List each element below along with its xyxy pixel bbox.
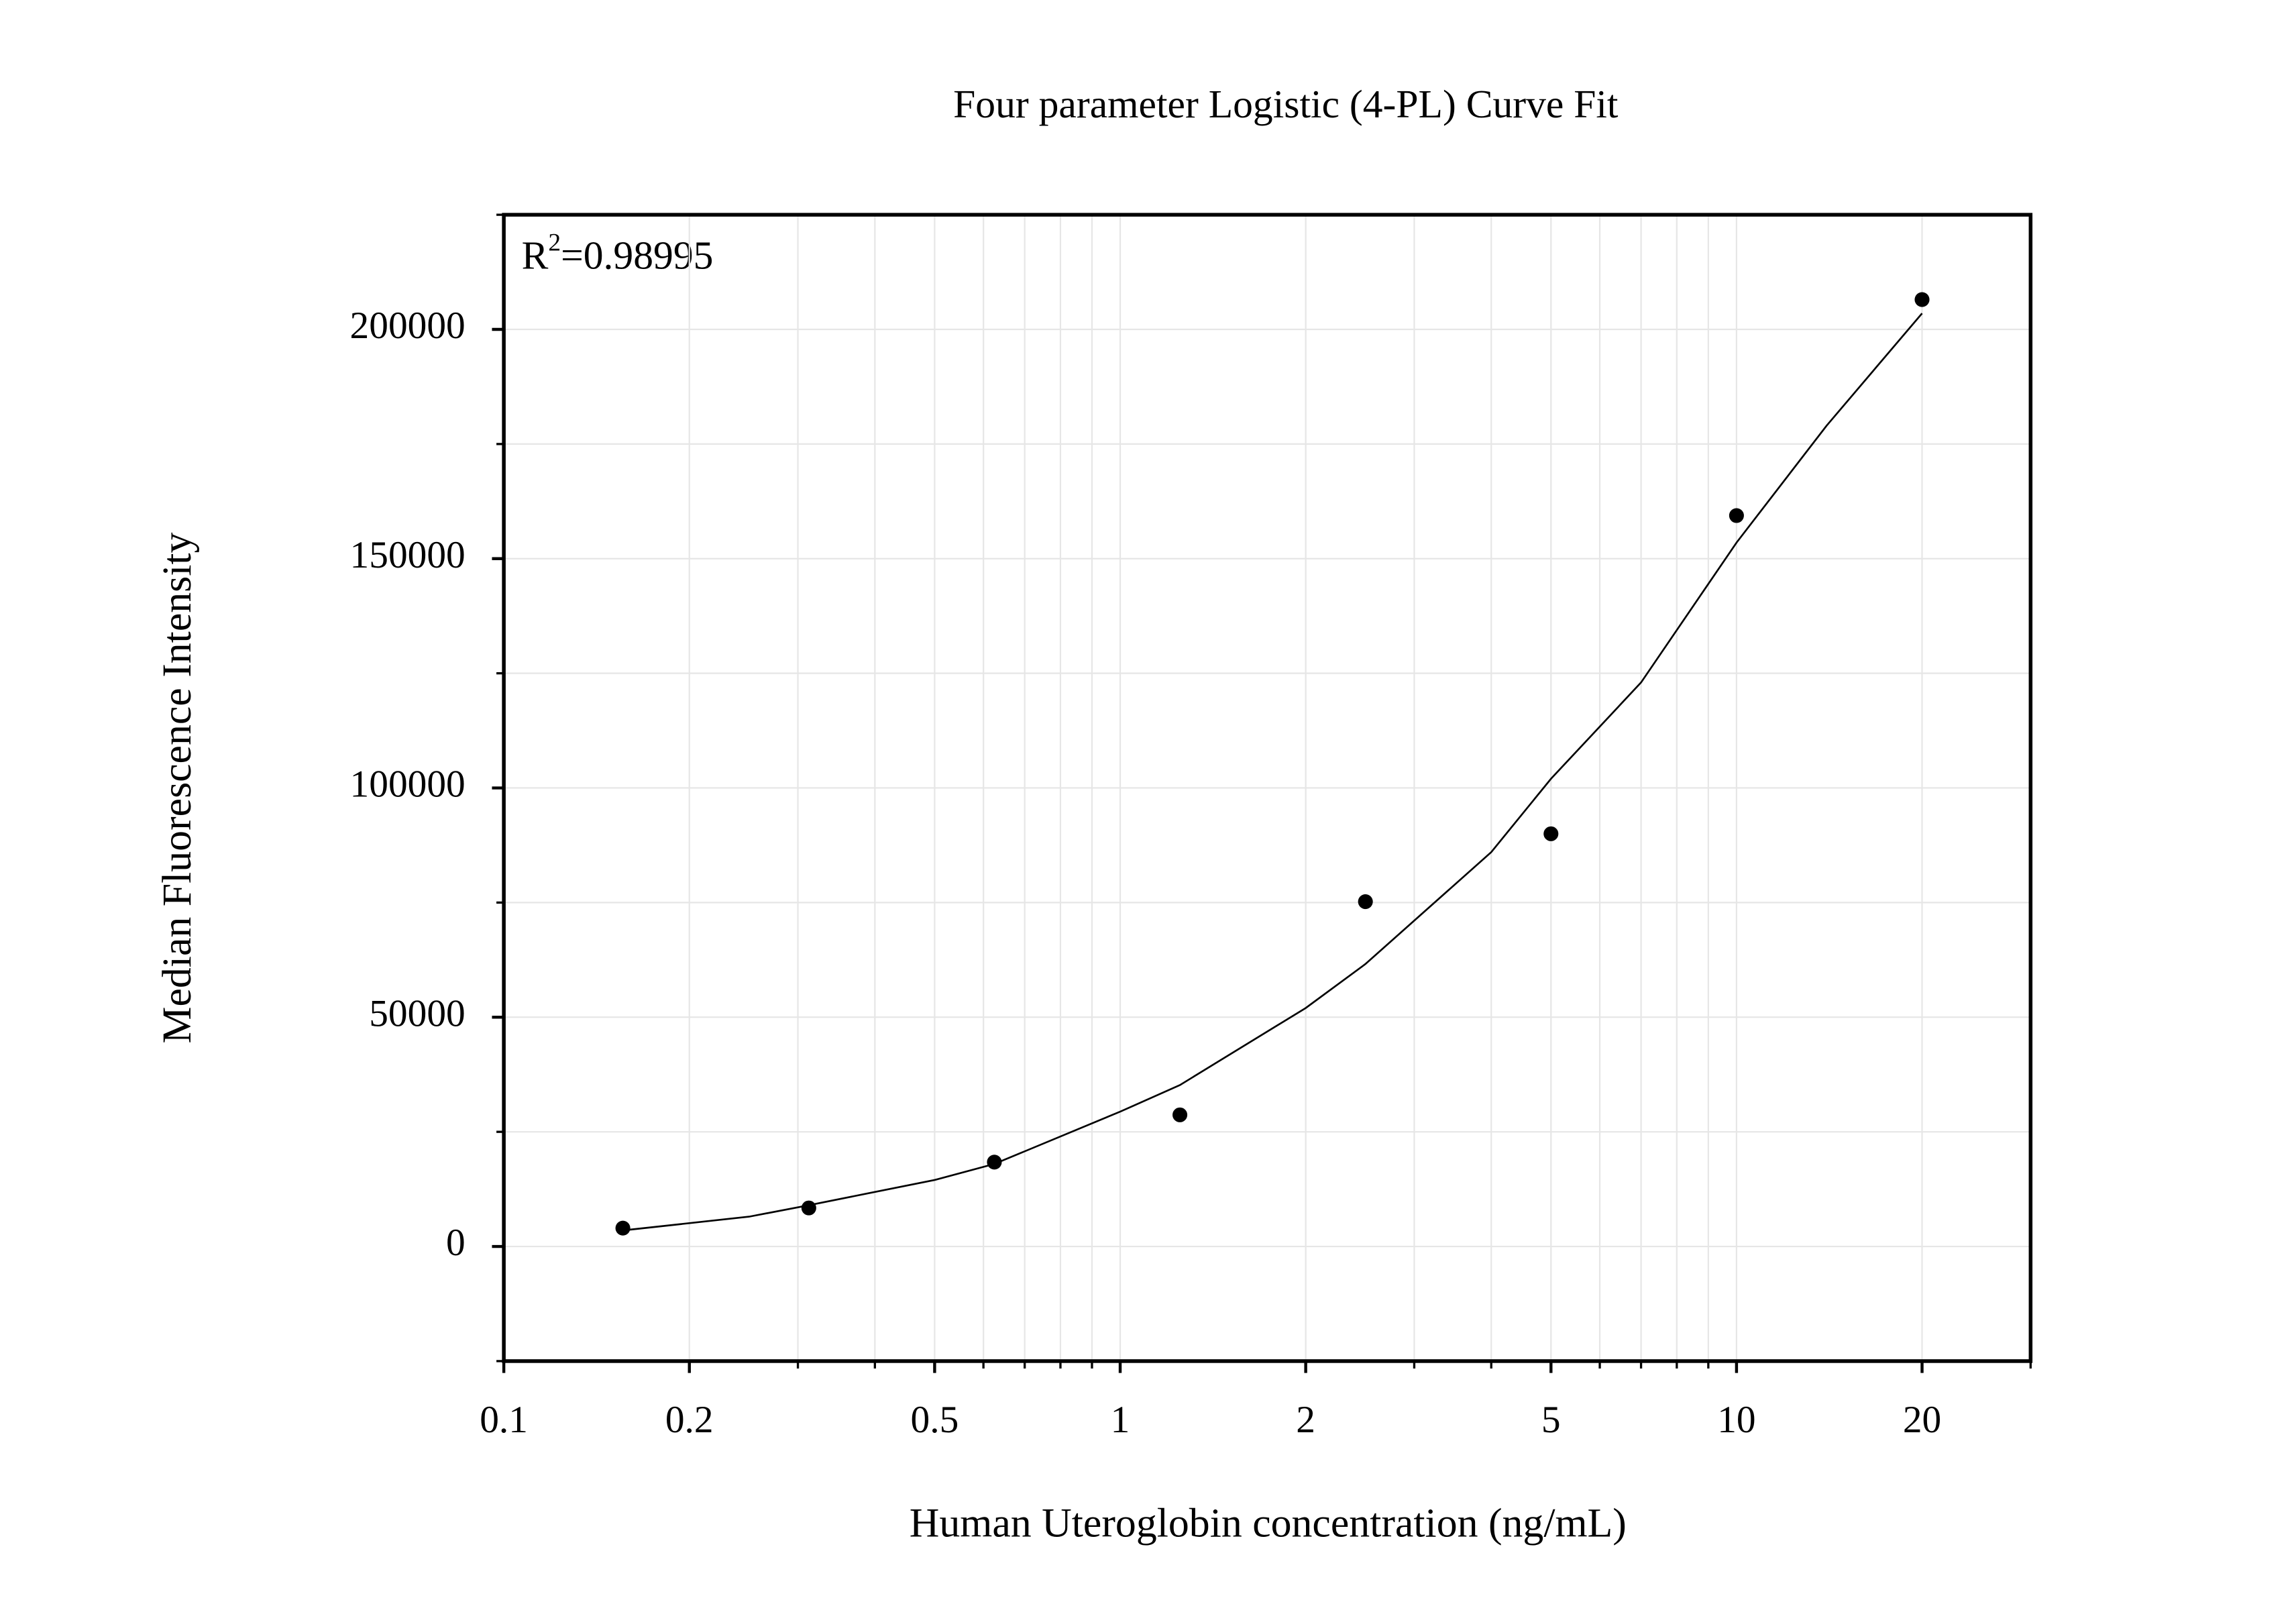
y-tick-label: 200000 <box>350 305 466 347</box>
chart-title: Four parameter Logistic (4-PL) Curve Fit <box>953 82 1619 126</box>
data-point <box>1729 508 1744 523</box>
x-axis-label: Human Uteroglobin concentration (ng/mL) <box>910 1500 1627 1546</box>
y-tick-label: 100000 <box>350 763 466 806</box>
y-axis-label: Median Fluorescence Intensity <box>154 532 200 1043</box>
annotation-base: R <box>522 233 549 277</box>
data-point <box>801 1200 816 1216</box>
data-point <box>1543 826 1559 841</box>
x-tick-label: 5 <box>1541 1399 1561 1441</box>
x-tick-label: 1 <box>1111 1399 1130 1441</box>
plot-frame <box>502 213 2033 1363</box>
y-tick-label: 0 <box>446 1222 466 1264</box>
y-tick-label: 150000 <box>350 534 466 576</box>
data-point <box>1172 1107 1188 1122</box>
data-point <box>1358 894 1373 910</box>
x-tick-label: 2 <box>1296 1399 1315 1441</box>
y-tick-label: 50000 <box>369 992 465 1034</box>
x-tick-label: 0.5 <box>911 1399 959 1441</box>
data-point <box>615 1220 631 1236</box>
x-tick-label: 20 <box>1903 1399 1941 1441</box>
annotation-rest: =0.98995 <box>561 233 713 277</box>
data-point <box>1914 292 1930 307</box>
annotation: R2=0.98995 <box>522 229 714 277</box>
x-tick-label: 0.1 <box>480 1399 528 1441</box>
fit-curve <box>622 313 1923 1232</box>
annotation-sup: 2 <box>548 229 561 256</box>
grid <box>503 214 2032 1362</box>
x-tick-label: 10 <box>1717 1399 1755 1441</box>
x-tick-label: 0.2 <box>665 1399 714 1441</box>
